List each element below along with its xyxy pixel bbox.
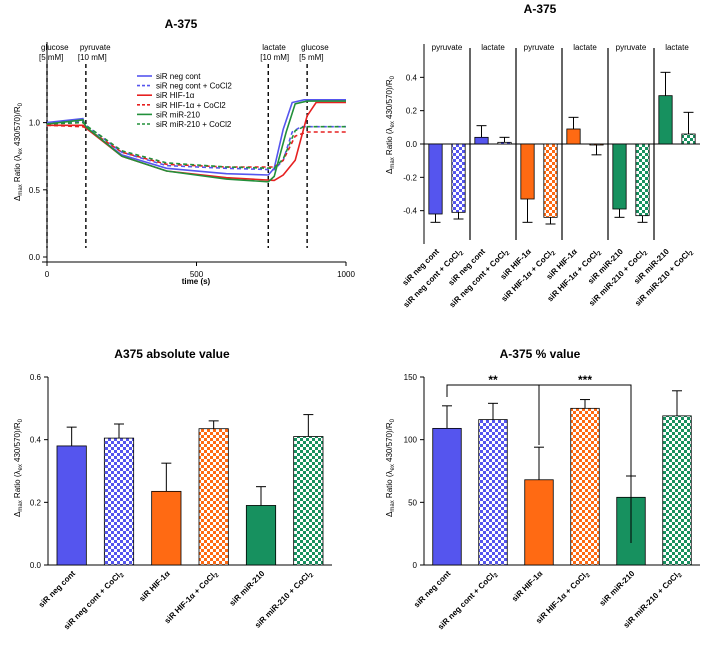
absolute-value-chart: A375 absolute value Δmax Ratio (λex 430/… — [13, 347, 332, 631]
trace-chart-title: A-375 — [165, 17, 198, 31]
y-tick-label: 100 — [404, 436, 418, 445]
event-concentration: [5 mM] — [299, 53, 323, 62]
bar — [151, 490, 182, 566]
pct-y-axis-label: Δmax Ratio (λex 430/570)/R0 — [385, 418, 396, 517]
legend-label: siR HIF-1α — [156, 91, 195, 100]
pct-chart-title: A-375 % value — [500, 347, 581, 361]
y-tick-label: 0 — [413, 561, 418, 570]
trace-chart: A-375 Δmax Ratio (λex 430/570)/R0 time (… — [13, 17, 355, 286]
y-tick-label: -0.2 — [403, 173, 417, 182]
abs-chart-title: A375 absolute value — [114, 347, 230, 361]
bar — [245, 505, 277, 566]
category-label: siR neg cont — [412, 569, 453, 610]
bar — [293, 436, 324, 566]
legend-label: siR miR-210 — [156, 110, 201, 119]
trace-series-line — [46, 120, 346, 171]
bar — [524, 479, 554, 566]
significance-stars: *** — [578, 373, 592, 387]
bar — [198, 428, 229, 566]
trace-series-line — [46, 121, 346, 170]
y-tick-label: 0.2 — [406, 107, 418, 116]
trace-y-tick-label: 0.0 — [29, 253, 41, 262]
bar — [478, 419, 508, 566]
event-label: glucose — [301, 43, 329, 52]
bar — [432, 427, 462, 566]
category-label: siR miR-210 — [598, 569, 637, 608]
legend-label: siR HIF-1α + CoCl2 — [156, 101, 226, 110]
category-label: siR HIF-1α — [510, 569, 544, 603]
trace-x-tick-label: 500 — [190, 270, 204, 279]
category-label: siR HIF-1α — [137, 569, 171, 603]
trace-x-tick-label: 1000 — [337, 270, 355, 279]
y-tick-label: 0.0 — [406, 140, 418, 149]
bar — [103, 437, 135, 566]
trace-series-line — [46, 124, 346, 168]
delta-chart-title: A-375 — [524, 2, 557, 16]
section-label: pyruvate — [524, 43, 555, 52]
category-label: siR HIF-1α + CoCl2 — [534, 569, 592, 627]
event-label: pyruvate — [80, 43, 111, 52]
significance-bracket — [538, 384, 632, 543]
section-label: pyruvate — [616, 43, 647, 52]
legend-label: siR neg cont + CoCl2 — [156, 82, 232, 91]
bar — [474, 136, 489, 145]
y-tick-label: 0.4 — [30, 436, 42, 445]
event-concentration: [5 mM] — [39, 53, 63, 62]
bar — [428, 143, 443, 215]
event-label: lactate — [262, 43, 286, 52]
delta-y-axis-label: Δmax Ratio (λex 430/570)/R0 — [385, 75, 396, 174]
bar — [566, 128, 581, 145]
category-label: siR neg cont — [37, 569, 78, 610]
event-concentration: [10 mM] — [78, 53, 107, 62]
significance-stars: ** — [488, 373, 498, 387]
section-label: lactate — [665, 43, 689, 52]
legend-label: siR miR-210 + CoCl2 — [156, 120, 232, 129]
section-label: lactate — [481, 43, 505, 52]
bar — [681, 133, 696, 145]
y-tick-label: -0.4 — [403, 207, 417, 216]
category-label: siR HIF-1α + CoCl2 — [163, 569, 221, 627]
bar — [497, 141, 512, 145]
bar — [658, 95, 673, 145]
event-label: glucose — [41, 43, 69, 52]
y-tick-label: 0.4 — [406, 73, 418, 82]
trace-y-axis-label: Δmax Ratio (λex 430/570)/R0 — [13, 102, 24, 201]
bar — [635, 143, 650, 217]
legend-label: siR neg cont — [156, 72, 201, 81]
bar — [56, 445, 87, 566]
y-tick-label: 0.6 — [30, 373, 42, 382]
trace-series-line — [46, 100, 346, 183]
trace-x-tick-label: 0 — [45, 270, 50, 279]
delta-bar-chart: A-375 Δmax Ratio (λex 430/570)/R0 -0.4 -0… — [385, 2, 700, 309]
y-tick-label: 0.2 — [30, 498, 42, 507]
event-concentration: [10 mM] — [260, 53, 289, 62]
significance-bracket — [446, 384, 540, 445]
y-tick-label: 0.0 — [30, 561, 42, 570]
bar — [612, 143, 627, 210]
bar — [570, 407, 600, 566]
trace-y-tick-label: 1.0 — [29, 119, 41, 128]
trace-x-axis-label: time (s) — [182, 277, 211, 286]
trace-y-tick-label: 0.5 — [29, 186, 41, 195]
percent-value-chart: A-375 % value Δmax Ratio (λex 430/570)/R… — [385, 347, 700, 631]
bar — [520, 143, 535, 200]
y-tick-label: 150 — [404, 373, 418, 382]
section-label: pyruvate — [432, 43, 463, 52]
bar — [662, 415, 692, 566]
bar — [543, 143, 558, 218]
bar — [451, 143, 466, 213]
abs-y-axis-label: Δmax Ratio (λex 430/570)/R0 — [13, 418, 24, 517]
y-tick-label: 50 — [408, 498, 417, 507]
category-label: siR miR-210 — [228, 569, 267, 608]
section-label: lactate — [573, 43, 597, 52]
